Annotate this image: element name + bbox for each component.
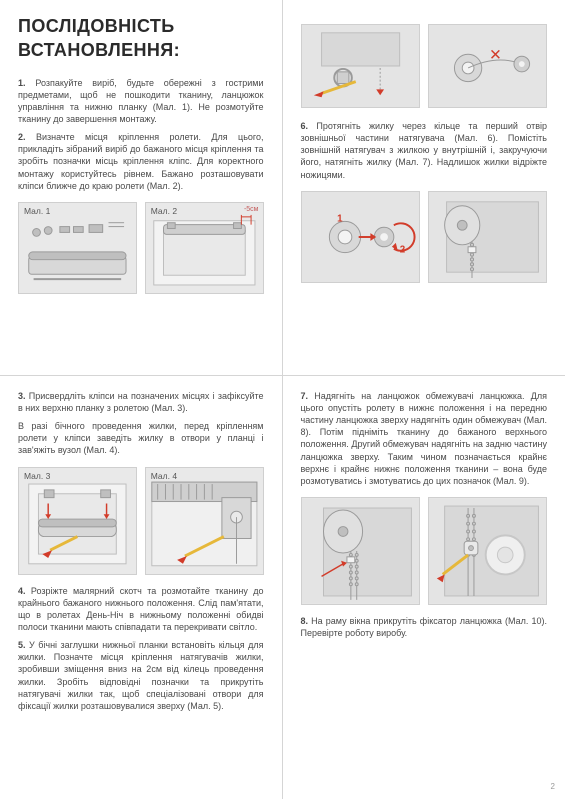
step-4: 4. Розріжте малярний скотч та розмотайте… [18,585,264,634]
figure-4: Мал. 4 [145,467,264,575]
figure-3: Мал. 3 [18,467,137,575]
svg-text:2: 2 [399,244,405,255]
figure-6: Мал. 6 [428,24,547,108]
step-1: 1. Розпакуйте виріб, будьте обережні з г… [18,77,264,126]
figure-8: Мал. 8 [428,191,547,283]
page-title: ПОСЛІДОВНІСТЬ ВСТАНОВЛЕННЯ: [18,14,264,63]
figure-9: Мал. 9 [301,497,420,605]
step-6: 6. Протягніть жилку через кільце та перш… [301,120,548,181]
figure-1: Мал. 1 [18,202,137,294]
step-7: 7. Надягніть на ланцюжок обмежувачі ланц… [301,390,548,487]
figure-10: Мал. 10 [428,497,547,605]
figure-2: Мал. 2 -5см [145,202,264,294]
step-8: 8. На раму вікна прикрутіть фіксатор лан… [301,615,548,639]
step-3b: В разі бічного проведення жилки, перед к… [18,420,264,456]
figure-7: Мал. 7 1 2 [301,191,420,283]
svg-text:1: 1 [337,213,343,224]
step-3a: 3. Присвердліть кліпси на позначених міс… [18,390,264,414]
step-5: 5. У бічні заглушки нижньої планки встан… [18,639,264,712]
figure-5: Мал. 5 [301,24,420,108]
page-number: 2 [551,782,555,793]
step-2: 2. Визначте місця кріплення ролети. Для … [18,131,264,192]
